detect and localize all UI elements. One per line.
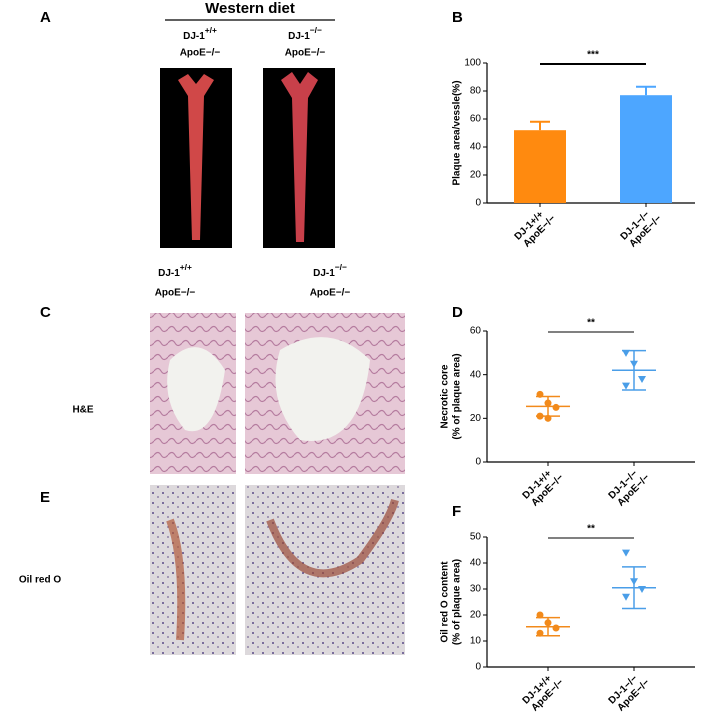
point (622, 549, 630, 557)
point (552, 624, 560, 632)
gene: DJ-1 (183, 31, 205, 42)
row-label: H&E (72, 405, 93, 416)
aorta (281, 72, 318, 242)
point (638, 376, 646, 384)
y-tick-label: 20 (470, 610, 482, 621)
y-tick-label: 80 (470, 86, 482, 97)
y-tick-label: 60 (470, 114, 482, 125)
y-axis-label: (% of plaque area) (452, 559, 463, 645)
y-tick-label: 40 (470, 558, 482, 569)
panel-label: A (40, 9, 51, 26)
genotype: +/+ (205, 25, 217, 35)
panel-label: E (40, 489, 50, 506)
significance: ** (587, 318, 595, 329)
lumen (275, 337, 370, 441)
panel-label: D (452, 304, 463, 321)
y-axis-label: Plaque area/vessle(%) (452, 80, 463, 185)
bar (514, 130, 566, 203)
group-label: DJ-1+/+ (183, 25, 217, 41)
stain (166, 518, 186, 641)
group-label: ApoE−/− (180, 48, 221, 59)
group-label: ApoE−/− (310, 288, 351, 299)
significance: ** (587, 524, 595, 535)
point (536, 611, 544, 619)
panel-label: F (452, 503, 461, 520)
y-tick-label: 10 (470, 636, 482, 647)
group-label: DJ-1−/− (313, 262, 347, 278)
gene: DJ-1 (313, 268, 335, 279)
gene: DJ-1 (158, 268, 180, 279)
bar (620, 95, 672, 203)
y-axis-label: (% of plaque area) (452, 353, 463, 439)
y-tick-label: 30 (470, 584, 482, 595)
point (622, 593, 630, 601)
y-tick-label: 20 (470, 413, 482, 424)
y-tick-label: 50 (470, 532, 482, 543)
y-tick-label: 40 (470, 142, 482, 153)
point (622, 382, 630, 390)
y-tick-label: 60 (470, 326, 482, 337)
row-label: Oil red O (19, 575, 61, 586)
group-label: ApoE−/− (285, 48, 326, 59)
y-tick-label: 100 (464, 58, 481, 69)
y-tick-label: 0 (475, 457, 481, 468)
point (536, 629, 544, 637)
y-tick-label: 0 (475, 662, 481, 673)
genotype: −/− (310, 25, 322, 35)
genotype: −/− (335, 262, 347, 272)
significance: *** (587, 50, 599, 61)
panel-label: B (452, 9, 463, 26)
lumen (167, 347, 225, 432)
y-axis-label: Necrotic core (440, 364, 451, 428)
y-tick-label: 20 (470, 170, 482, 181)
oro-image (150, 485, 236, 655)
genotype: +/+ (180, 262, 192, 272)
y-tick-label: 40 (470, 369, 482, 380)
panel-label: C (40, 304, 51, 321)
panel-title: Western diet (205, 0, 295, 17)
point (622, 349, 630, 357)
y-axis-label: Oil red O content (440, 561, 451, 643)
group-label: DJ-1−/− (288, 25, 322, 41)
group-label: DJ-1+/+ (158, 262, 192, 278)
aorta (178, 74, 214, 240)
gene: DJ-1 (288, 31, 310, 42)
point (552, 403, 560, 411)
stain (266, 498, 399, 578)
group-label: ApoE−/− (155, 288, 196, 299)
y-tick-label: 0 (475, 198, 481, 209)
